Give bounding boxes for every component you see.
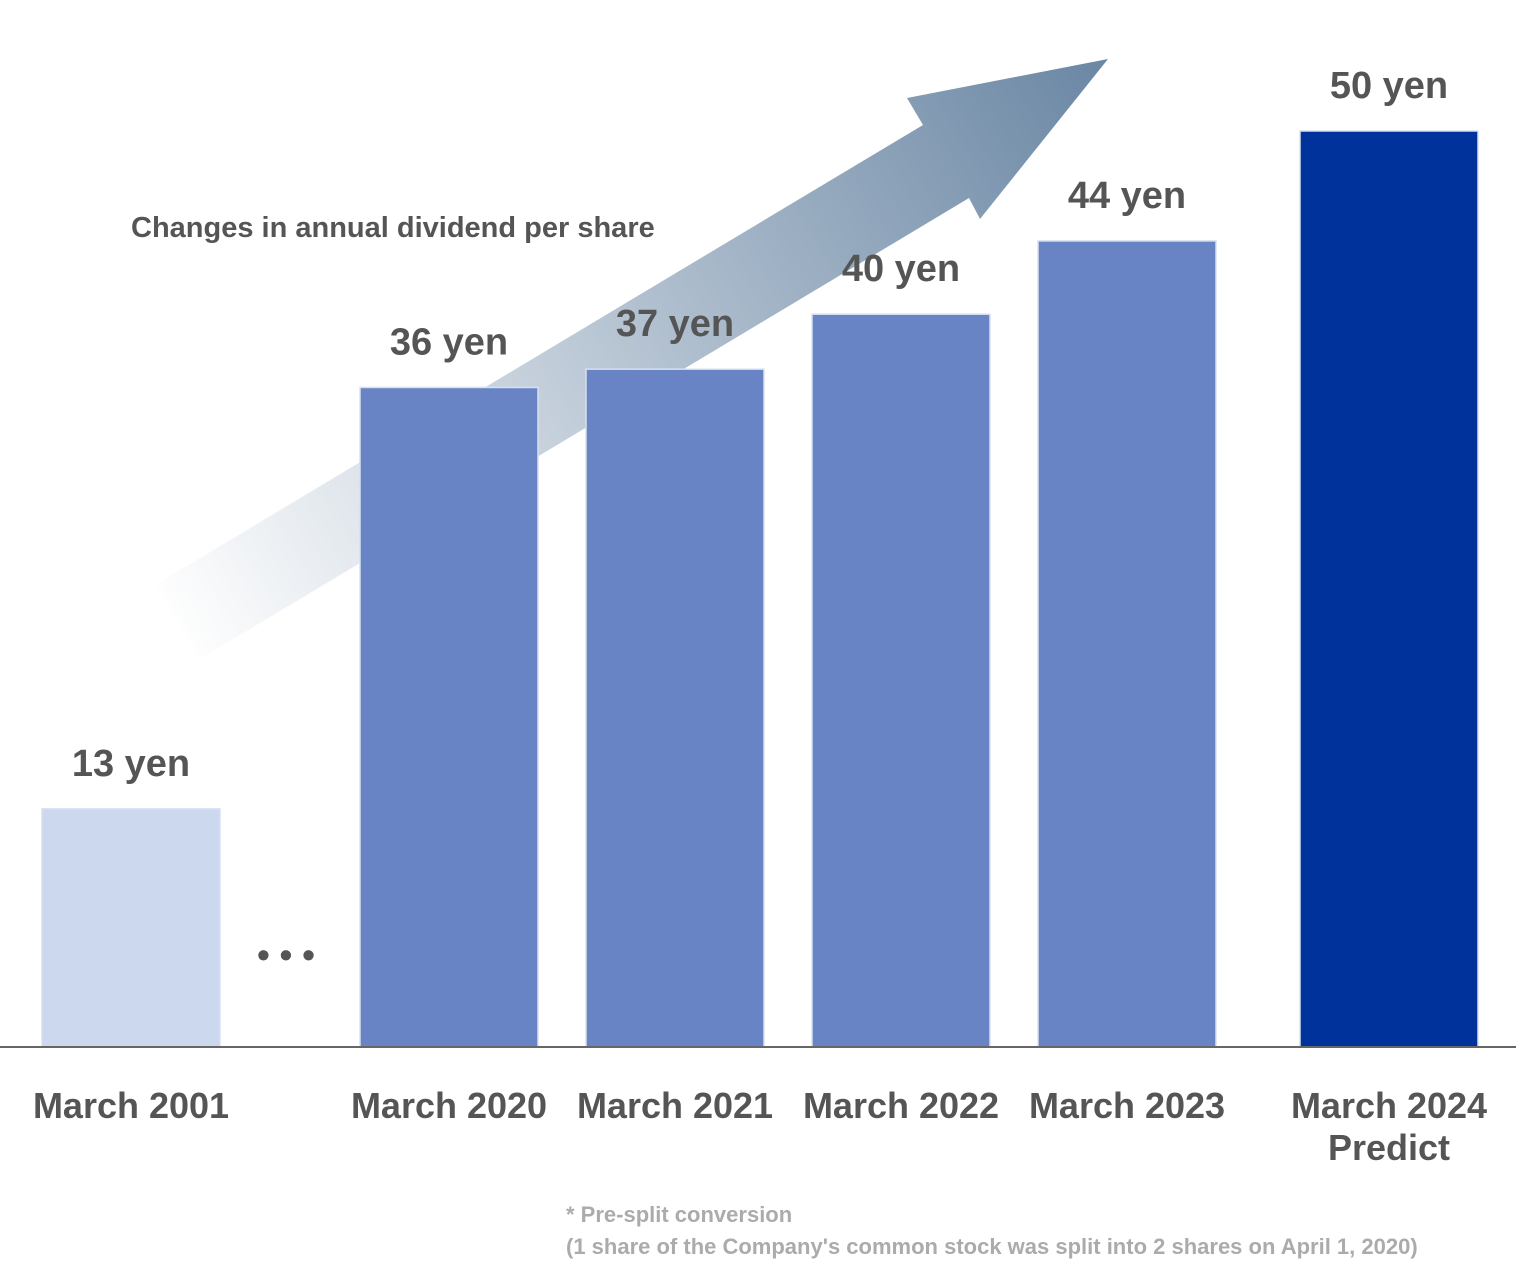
bar-value-label-4: 40 yen: [842, 248, 960, 290]
bar-value-label-5: 44 yen: [1068, 175, 1186, 217]
x-tick-label-3: March 2021: [577, 1085, 773, 1126]
bar-5: [1037, 240, 1217, 1048]
bar-4: [811, 313, 991, 1048]
chart-title: Changes in annual dividend per share: [131, 212, 655, 244]
bar-value-label-3: 37 yen: [616, 303, 734, 345]
axis-break-marker: • • •: [257, 934, 315, 975]
x-tick-label-4: March 2022: [803, 1085, 999, 1126]
bar-value-label-6: 50 yen: [1330, 65, 1448, 107]
footnote-presplit: * Pre-split conversion: [566, 1202, 793, 1227]
footnote-split-details: (1 share of the Company's common stock w…: [566, 1234, 1418, 1259]
bar-1: [41, 808, 221, 1048]
x-tick-label-6: March 2024 Predict: [1291, 1085, 1487, 1168]
bar-6: [1299, 130, 1479, 1048]
bar-3: [585, 368, 765, 1048]
bar-value-label-2: 36 yen: [390, 321, 508, 363]
x-tick-label-2: March 2020: [351, 1085, 547, 1126]
x-tick-label-1: March 2001: [33, 1085, 229, 1126]
bar-value-label-1: 13 yen: [72, 743, 190, 785]
bar-2: [359, 386, 539, 1048]
x-tick-label-5: March 2023: [1029, 1085, 1225, 1126]
